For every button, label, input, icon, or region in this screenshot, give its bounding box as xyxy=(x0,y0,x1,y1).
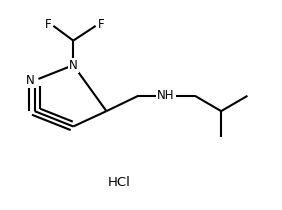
Text: F: F xyxy=(45,18,51,31)
Text: NH: NH xyxy=(157,89,175,102)
Text: N: N xyxy=(26,74,35,87)
Text: N: N xyxy=(69,59,78,72)
Text: F: F xyxy=(98,18,105,31)
Text: HCl: HCl xyxy=(107,176,130,189)
